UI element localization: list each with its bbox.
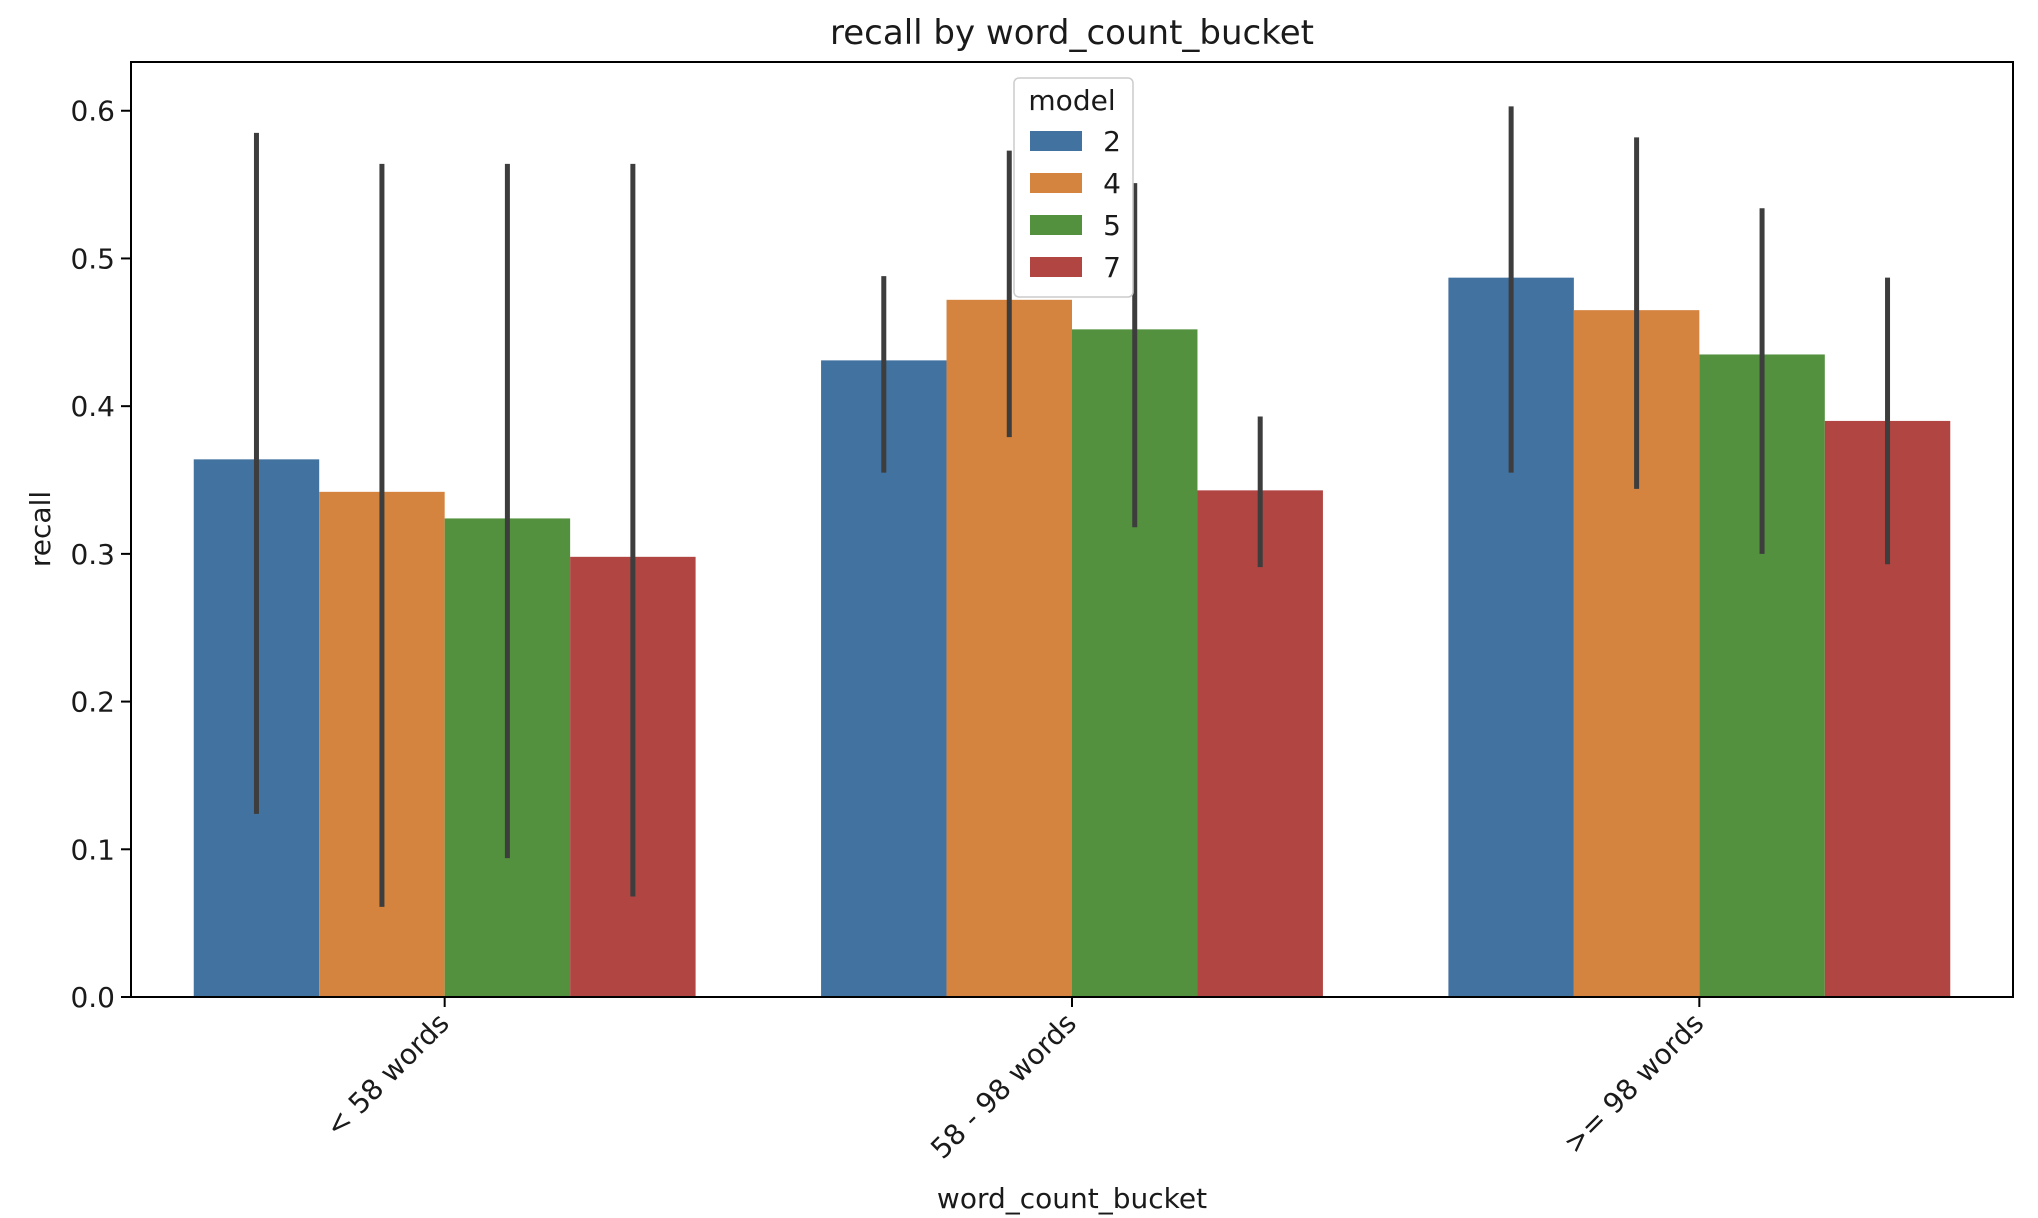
legend-label: 4 (1103, 167, 1121, 200)
y-tick-label: 0.6 (70, 95, 115, 128)
chart-title: recall by word_count_bucket (830, 13, 1314, 53)
legend-swatch (1030, 131, 1082, 151)
x-axis: < 58 words 58 - 98 words >= 98 words (319, 997, 1710, 1165)
legend-label: 5 (1103, 209, 1121, 242)
y-tick-label: 0.2 (70, 686, 115, 719)
error-bars-layer (253, 106, 1891, 907)
y-tick-label: 0.0 (70, 981, 115, 1014)
x-tick-label: 58 - 98 words (924, 1007, 1083, 1166)
y-tick-label: 0.3 (70, 538, 115, 571)
legend-swatch (1030, 215, 1082, 235)
y-axis-label: recall (24, 491, 57, 567)
y-tick-label: 0.5 (70, 242, 115, 275)
x-tick-label: < 58 words (319, 1007, 456, 1144)
bar (1197, 490, 1323, 997)
legend-label: 7 (1103, 251, 1121, 284)
legend-label: 2 (1103, 125, 1121, 158)
legend: model 2 4 5 7 (1013, 77, 1134, 298)
x-tick-label: >= 98 words (1557, 1007, 1710, 1160)
legend-swatch (1030, 257, 1082, 277)
y-tick-label: 0.4 (70, 390, 115, 423)
legend-swatch (1030, 173, 1082, 193)
bars-layer (193, 277, 1951, 998)
y-axis: 0.0 0.1 0.2 0.3 0.4 0.5 0.6 (70, 95, 131, 1014)
x-axis-label: word_count_bucket (937, 1182, 1207, 1215)
legend-title: model (1028, 84, 1115, 117)
y-tick-label: 0.1 (70, 833, 115, 866)
